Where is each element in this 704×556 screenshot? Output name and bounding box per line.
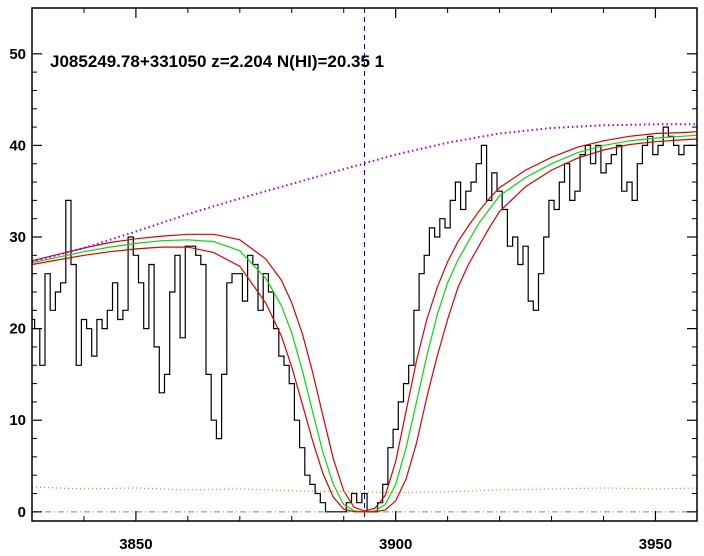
error-line [32,486,697,494]
model-fit-line [32,134,697,513]
y-tick-label: 50 [9,46,26,63]
plot-frame [31,7,698,522]
model-upper-bound-line [32,131,697,512]
model-lower-bound-line [32,138,697,513]
chart-title: J085249.78+331050 z=2.204 N(HI)=20.35 1 [50,52,384,71]
y-tick-label: 10 [9,412,26,429]
y-tick-label: 20 [9,321,26,338]
flux-histogram [32,126,695,513]
axis-ticks: 3850 3900 3950 0 10 20 30 40 50 [9,8,697,553]
x-tick-label: 3900 [379,536,412,553]
y-tick-label: 0 [18,504,26,521]
x-tick-label: 3950 [639,536,672,553]
y-tick-label: 30 [9,229,26,246]
continuum-line [32,123,697,263]
x-tick-label: 3850 [119,536,152,553]
data-layer [32,8,697,521]
y-tick-label: 40 [9,137,26,154]
